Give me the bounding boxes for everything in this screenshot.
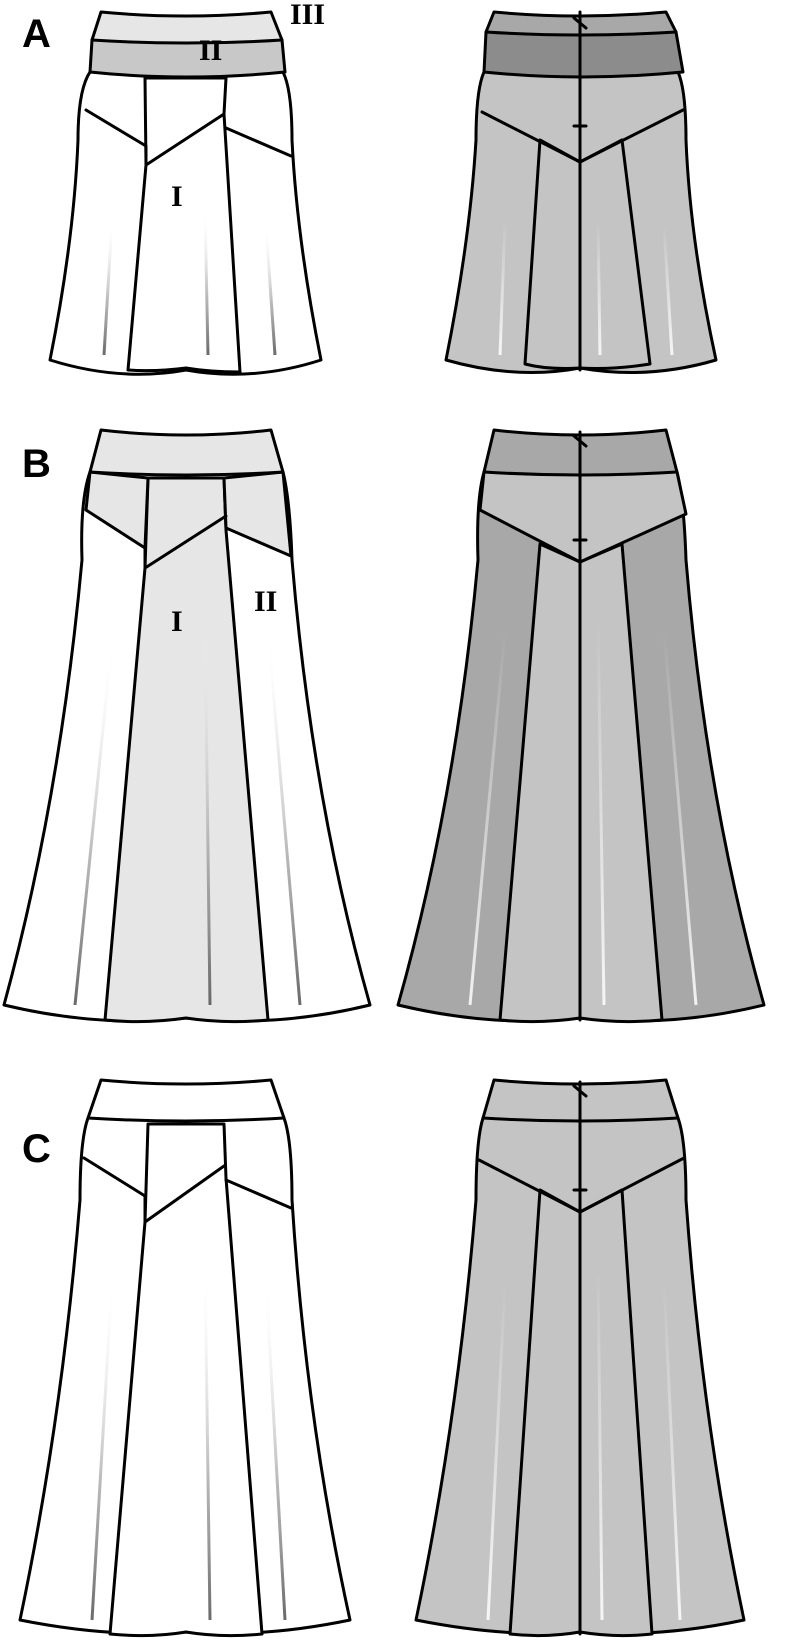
view-c-front-center-panel [108,1122,264,1638]
view-b-front-fold-line [73,639,114,1006]
view-b-back-fold-line [662,629,698,1006]
view-b-front-center-panel [103,476,270,1024]
view-c-front [18,1078,352,1638]
view-a-front-fold-line [203,209,210,356]
view-a-front-fold-line [102,219,114,356]
view-a-front-center-panel [126,76,242,374]
view-a-front-yoke [88,38,287,79]
view-c-front-fold-line [203,1264,212,1621]
view-label-c: C [22,1127,51,1171]
view-a-back-center-panel [523,138,652,370]
piece-label-a-ii: II [199,34,223,67]
view-b-front-fold-line [203,619,212,1006]
view-a-front-left-dart-seam [84,108,226,167]
view-a-back-fold-line [596,219,602,356]
view-b-back-fold-line [596,619,606,1006]
piece-label-b-i: I [171,605,183,638]
view-b-front-yoke-seam [143,514,228,570]
view-a-back [444,10,718,374]
view-a-back-fold-line [498,219,507,356]
view-c-back-zipper-pull [572,1084,588,1098]
view-b-front-waistband [88,428,285,477]
view-b-front-fold-line [266,629,302,1006]
piece-label-b-ii: II [254,585,278,618]
view-c-back-fold-line [486,1279,507,1621]
view-a-front-right-dart-seam [224,126,293,158]
view-label-a: A [22,12,51,56]
view-b-front [2,428,372,1024]
view-a-back-zipper-pull [572,16,588,30]
view-c-front-left-dart-seam [82,1156,226,1224]
view-a-front-waistband [90,10,284,45]
view-b-back-zipper-pull [572,434,588,448]
view-c-back [414,1078,746,1638]
view-label-b: B [22,442,51,486]
view-b-back-fold-line [468,629,507,1006]
view-c-front-waistband [86,1078,286,1123]
view-a-back-fold-line [662,224,674,356]
view-b-back [396,428,766,1024]
view-c-back-fold-line [596,1264,604,1621]
view-c-back-fold-line [662,1279,682,1621]
piece-label-a-iii: III [290,0,326,31]
view-c-front-fold-line [264,1279,287,1621]
piece-label-a-i: I [171,180,183,213]
view-a-front [48,10,323,376]
view-c-front-right-dart-seam [224,1178,293,1210]
view-c-front-fold-line [90,1279,114,1621]
view-a-back-yoke [482,30,685,79]
view-a-front-fold-line [264,224,277,356]
